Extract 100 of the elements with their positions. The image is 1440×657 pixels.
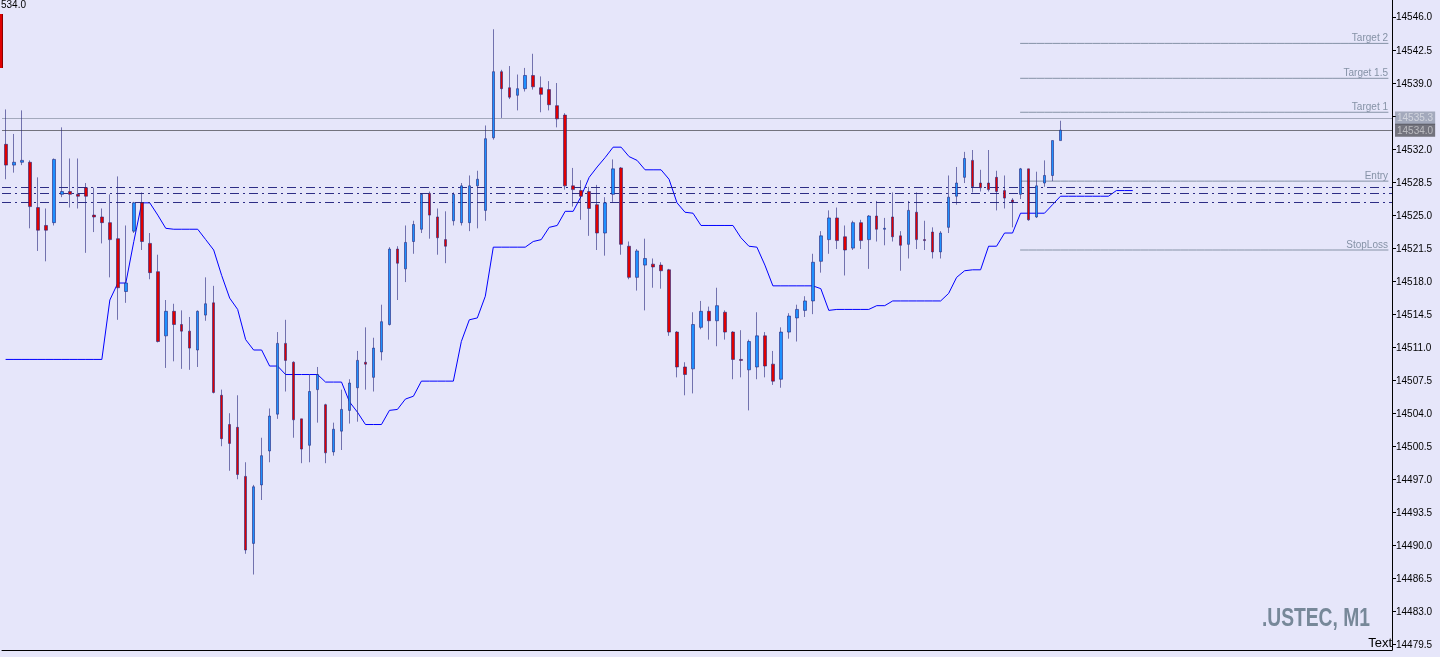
y-tick-label: 14490.0 <box>1396 539 1433 551</box>
candlestick <box>691 311 695 394</box>
candlestick <box>923 220 926 251</box>
candlestick <box>555 82 559 128</box>
candlestick <box>332 422 335 456</box>
candlestick <box>659 261 663 289</box>
candlestick <box>723 310 727 340</box>
candlestick <box>356 350 359 422</box>
candlestick <box>180 310 183 370</box>
candlestick <box>20 110 24 166</box>
candlestick <box>675 330 679 378</box>
series-label: Target 1 <box>1351 100 1389 112</box>
candlestick <box>276 331 279 420</box>
candlestick <box>931 227 934 259</box>
candlestick <box>883 217 886 246</box>
candlestick <box>244 461 247 555</box>
series-label: StopLoss <box>1346 238 1389 250</box>
candlestick <box>12 133 16 173</box>
candlestick <box>228 412 231 472</box>
candlestick <box>300 418 303 464</box>
candlestick <box>763 331 767 378</box>
candlestick <box>412 220 415 255</box>
candlestick <box>835 207 839 250</box>
y-tick-label: 14479.5 <box>1396 638 1433 650</box>
candlestick <box>1043 160 1046 188</box>
candlestick <box>164 299 168 369</box>
candlestick <box>348 378 351 424</box>
candlestick <box>963 151 966 184</box>
candlestick <box>739 329 743 378</box>
series-label: Target 2 <box>1351 31 1389 43</box>
candlestick <box>747 339 751 411</box>
candlestick <box>388 246 391 326</box>
y-tick-label: 14497.0 <box>1396 473 1433 485</box>
candlestick <box>500 69 503 119</box>
candlestick <box>787 312 791 339</box>
candlestick <box>755 311 759 380</box>
candlestick <box>667 268 671 337</box>
candlestick <box>52 158 56 226</box>
candlestick <box>683 361 687 396</box>
y-tick-label: 14542.5 <box>1396 44 1433 56</box>
candlestick <box>324 403 327 464</box>
y-tick-label: 14507.5 <box>1396 374 1433 386</box>
candlestick <box>396 245 399 301</box>
candlestick <box>899 230 902 272</box>
candlestick <box>827 210 831 255</box>
candlestick <box>803 295 807 318</box>
candlestick <box>859 219 863 250</box>
series-label: Target 1.5 <box>1343 66 1389 78</box>
candlestick <box>731 330 735 380</box>
line-series <box>5 146 1133 426</box>
candlestick <box>707 306 711 340</box>
candlestick <box>380 304 383 361</box>
candlestick <box>44 208 48 262</box>
candlestick <box>651 258 655 289</box>
candlestick <box>771 350 775 386</box>
candlestick <box>1051 140 1054 182</box>
candlestick <box>819 230 823 273</box>
candlestick <box>252 484 255 575</box>
y-tick-label: 14486.5 <box>1396 572 1433 584</box>
candlestick <box>516 74 519 111</box>
candlestick <box>124 225 128 304</box>
candlestick <box>643 238 647 311</box>
annotation: 534.0 <box>1 0 27 10</box>
candlestick <box>156 254 160 343</box>
y-tick-label: 14528.5 <box>1396 176 1433 188</box>
candlestick <box>699 300 703 330</box>
candlestick <box>340 389 343 451</box>
y-tick-label: 14525.0 <box>1396 209 1433 221</box>
candlestick <box>204 277 207 322</box>
y-tick-label: 14518.0 <box>1396 275 1433 287</box>
candlestick <box>196 310 199 368</box>
candlestick <box>523 67 527 92</box>
annotation: Text <box>1368 635 1392 650</box>
annotation: .USTEC, M1 <box>1262 602 1370 632</box>
candlestick <box>627 241 631 280</box>
y-tick-label: 14500.5 <box>1396 440 1433 452</box>
candlestick <box>436 208 439 256</box>
candlestick <box>444 211 447 264</box>
y-tick-label: 14514.5 <box>1396 308 1433 320</box>
candlestick <box>148 232 152 280</box>
candlestick <box>236 394 239 480</box>
y-tick-label: 14539.0 <box>1396 77 1433 89</box>
candlestick <box>635 248 639 291</box>
candlestick <box>939 230 942 259</box>
candlestick <box>404 225 407 283</box>
y-tick-label: 14511.0 <box>1396 341 1432 353</box>
candlestick <box>188 316 191 371</box>
candlestick <box>100 208 104 244</box>
candlestick <box>795 304 799 342</box>
candlestick <box>492 28 495 140</box>
candlestick <box>1059 120 1062 141</box>
y-tick-label: 14504.0 <box>1396 407 1433 419</box>
candlestick <box>364 327 367 390</box>
y-tick-label: 14521.5 <box>1396 242 1433 254</box>
candlestick <box>843 225 847 276</box>
candlestick <box>531 53 535 90</box>
candlestick <box>212 285 215 394</box>
ref-line-label: 14534.0 <box>1397 124 1434 136</box>
candlestick <box>715 287 719 347</box>
candlestick <box>172 303 176 362</box>
